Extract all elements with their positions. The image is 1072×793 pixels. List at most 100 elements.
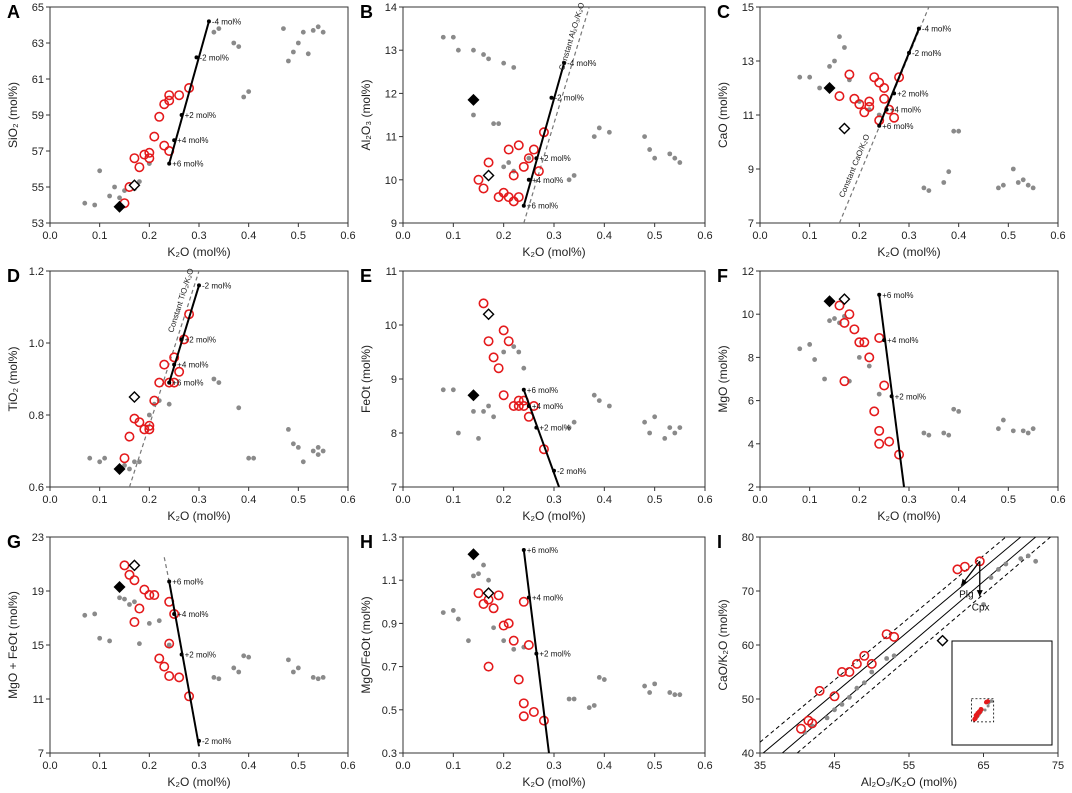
x-tick-label: 0.3: [191, 494, 206, 506]
gray-point: [146, 412, 152, 418]
trend-point-label: +6 mol%: [882, 291, 913, 300]
trend-point: [179, 652, 184, 657]
panel-E: 0.0 0.1 0.2 0.3 0.4 0.5 0.6 7 8 9 10 11 K₂O (mol%) Fe…: [359, 266, 713, 523]
inset-frame: [951, 640, 1053, 746]
trend-point-label: +2 mol%: [185, 650, 216, 659]
plot-frame: [759, 270, 1059, 488]
gray-point: [486, 577, 491, 583]
open-diamond-marker: [482, 587, 495, 600]
gray-point: [310, 448, 316, 454]
red-ring-point: [518, 698, 529, 709]
x-tick-label: 0.2: [142, 230, 157, 242]
x-tick-label: 0.0: [395, 760, 410, 772]
y-tick-label: 60: [742, 640, 754, 652]
red-ring-point: [473, 174, 484, 185]
x-tick-label: 0.3: [191, 230, 206, 242]
x-tick-label: 0.4: [597, 760, 612, 772]
gray-point: [672, 430, 678, 436]
red-ring-point: [959, 561, 970, 572]
x-tick-label: 0.5: [291, 230, 306, 242]
mineral-label: Plg: [959, 590, 973, 601]
gray-point: [481, 52, 486, 57]
gray-point: [1020, 428, 1026, 434]
gray-point: [87, 455, 93, 461]
x-tick-label: 0.3: [546, 494, 561, 506]
red-ring-point: [508, 170, 519, 181]
gray-point: [591, 392, 597, 398]
plot-area: [82, 19, 326, 213]
red-ring-point: [483, 661, 494, 672]
trend-point-label: +4 mol%: [887, 336, 918, 345]
gray-point: [677, 160, 683, 165]
x-tick-label: 0.4: [241, 230, 256, 242]
red-ring-point: [164, 377, 175, 388]
gray-point: [211, 29, 217, 35]
red-ring-point: [854, 99, 865, 110]
gray-point: [921, 430, 927, 436]
y-tick-label: 8: [748, 352, 754, 364]
gray-point: [211, 376, 217, 382]
trend-point: [179, 337, 184, 342]
gray-point: [491, 414, 496, 420]
gray-point: [996, 426, 1001, 432]
y-tick-label: 65: [32, 2, 44, 14]
red-ring-point: [533, 166, 544, 177]
gray-point: [455, 430, 461, 436]
red-ring-point: [839, 317, 850, 328]
panel-letter: H: [360, 532, 373, 552]
gray-point: [476, 436, 481, 441]
x-tick-label: 0.6: [697, 494, 712, 506]
red-ring-point: [483, 157, 494, 168]
red-ring-point: [164, 95, 175, 106]
gray-point: [166, 642, 172, 648]
trend-point: [882, 338, 887, 343]
gray-point: [300, 29, 306, 35]
red-ring-point: [498, 390, 509, 401]
trend-point: [521, 203, 526, 208]
trend-point-label: +2 mol%: [895, 392, 926, 401]
trend-point-label: +2 mol%: [185, 335, 216, 344]
gray-point: [486, 56, 491, 62]
red-ring-point: [834, 300, 845, 311]
gray-point: [455, 616, 461, 622]
red-ring-point: [159, 359, 170, 370]
gray-point: [241, 653, 247, 659]
red-ring-point: [864, 96, 875, 107]
trend-point-label: -2 mol%: [912, 49, 941, 58]
gray-point: [847, 694, 852, 700]
gray-point: [450, 608, 456, 613]
red-ring-point: [849, 324, 860, 335]
reference-line: [762, 537, 1022, 753]
inset-gray-point: [990, 699, 994, 703]
trend-point: [877, 123, 882, 128]
red-ring-point: [134, 603, 145, 614]
red-ring-point: [866, 658, 877, 669]
gray-point: [996, 185, 1001, 191]
open-diamond-marker: [482, 308, 495, 321]
gray-point: [1030, 426, 1036, 432]
y-tick-label: 0.9: [382, 618, 397, 630]
gray-point: [832, 707, 837, 713]
gray-point: [642, 683, 647, 689]
panel-A: 0.0 0.1 0.2 0.3 0.4 0.5 0.6 53 55 57 59 61 63 65 K₂O (…: [6, 2, 356, 259]
red-ring-point: [503, 144, 514, 155]
gray-point: [146, 621, 152, 626]
trend-point: [889, 394, 894, 399]
trend-point: [526, 177, 531, 182]
red-ring-point: [164, 90, 175, 101]
trend-line: [522, 62, 566, 206]
x-tick-label: 0.2: [852, 494, 867, 506]
trend-point-label: +6 mol%: [527, 386, 558, 395]
gray-point: [305, 51, 311, 57]
red-ring-point: [814, 685, 825, 696]
red-ring-point: [174, 90, 185, 101]
plot-frame: [402, 270, 706, 488]
gray-point: [662, 436, 668, 441]
gray-point: [112, 184, 117, 190]
gray-point: [856, 355, 862, 360]
gray-point: [491, 625, 496, 631]
gray-point: [216, 380, 222, 385]
panel-letter: B: [360, 2, 373, 22]
trend-point: [167, 161, 172, 166]
red-ring-point: [174, 672, 185, 683]
